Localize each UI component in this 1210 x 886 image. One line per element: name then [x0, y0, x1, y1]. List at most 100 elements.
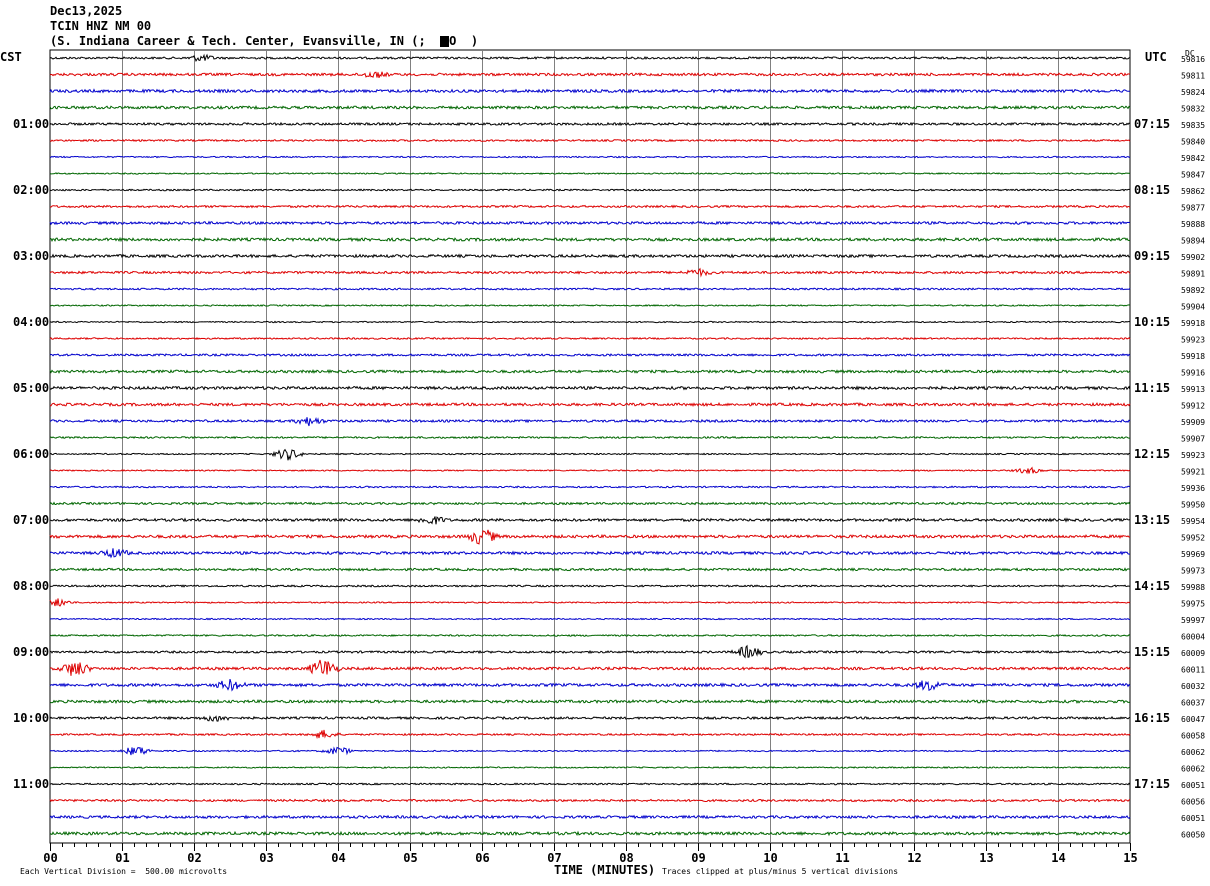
seismic-trace	[49, 548, 1130, 559]
x-tick-label: 03	[259, 851, 273, 865]
left-time-label: 11:00	[13, 777, 49, 791]
dc-offset-label: 59923	[1181, 336, 1205, 345]
x-tick-label: 11	[835, 851, 849, 865]
dc-offset-label: 59916	[1181, 369, 1205, 378]
left-time-label: 01:00	[13, 117, 49, 131]
dc-offset-label: 59936	[1181, 484, 1205, 493]
x-tick-label: 05	[403, 851, 417, 865]
dc-offset-label: 59824	[1181, 88, 1205, 97]
dc-offset-label: 59973	[1181, 567, 1205, 576]
seismic-trace	[49, 401, 1131, 408]
seismic-trace	[49, 267, 1131, 278]
seismic-trace	[49, 368, 1131, 375]
dc-offset-label: 60032	[1181, 682, 1205, 691]
right-time-label: 11:15	[1134, 381, 1170, 395]
right-time-label: 15:15	[1134, 645, 1170, 659]
dc-offset-label: 59877	[1181, 204, 1205, 213]
seismic-trace	[49, 155, 1131, 159]
seismic-trace	[49, 435, 1131, 440]
dc-offset-label: 60009	[1181, 649, 1205, 658]
seismic-trace	[49, 715, 1131, 722]
dc-offset-label: 59847	[1181, 171, 1205, 180]
x-tick-label: 15	[1123, 851, 1137, 865]
dc-offset-label: 59840	[1181, 138, 1205, 147]
dc-offset-label: 59988	[1181, 583, 1205, 592]
dc-offset-label: 59975	[1181, 600, 1205, 609]
dc-offset-label: 59954	[1181, 517, 1205, 526]
x-tick-label: 00	[43, 851, 57, 865]
dc-offset-label: 59923	[1181, 451, 1205, 460]
seismic-trace	[49, 336, 1131, 341]
station-location-end: O )	[449, 34, 479, 48]
seismic-trace	[49, 104, 1131, 111]
x-tick-label: 07	[547, 851, 561, 865]
seismic-trace	[49, 485, 1131, 489]
seismic-trace	[49, 88, 1131, 94]
plot-date: Dec13,2025	[50, 4, 123, 18]
seismic-trace	[49, 598, 1131, 607]
seismic-trace	[50, 516, 1131, 525]
left-time-label: 09:00	[13, 645, 49, 659]
dc-offset-label: 60062	[1181, 748, 1205, 757]
seismic-trace	[49, 698, 1131, 705]
dc-offset-label: 60004	[1181, 633, 1205, 642]
seismic-trace	[49, 448, 1131, 461]
right-time-label: 10:15	[1134, 315, 1170, 329]
seismic-trace	[49, 501, 1131, 506]
dc-offset-label: 59921	[1181, 468, 1205, 477]
station-location-text: (S. Indiana Career & Tech. Center, Evans…	[50, 34, 441, 48]
x-tick-label: 12	[907, 851, 921, 865]
seismic-trace	[49, 567, 1130, 572]
dc-offset-label: 59904	[1181, 303, 1205, 312]
dc-offset-label: 59918	[1181, 319, 1205, 328]
seismic-trace	[49, 53, 1131, 63]
clip-note: Traces clipped at plus/minus 5 vertical …	[662, 867, 899, 876]
right-time-label: 12:15	[1134, 447, 1170, 461]
dc-offset-label: 59909	[1181, 418, 1205, 427]
seismic-trace	[49, 188, 1130, 192]
x-axis-title: TIME (MINUTES)	[554, 863, 656, 877]
right-timezone: UTC	[1145, 50, 1167, 64]
dc-offset-label: 59892	[1181, 286, 1205, 295]
dc-header: DC	[1185, 49, 1195, 58]
seismic-trace	[49, 320, 1131, 324]
right-time-label: 14:15	[1134, 579, 1170, 593]
x-tick-label: 04	[331, 851, 345, 865]
x-tick-label: 02	[187, 851, 201, 865]
seismic-trace	[49, 352, 1131, 358]
seismic-trace	[50, 253, 1131, 259]
x-tick-label: 01	[115, 851, 129, 865]
dc-offset-label: 60058	[1181, 732, 1205, 741]
right-time-label: 17:15	[1134, 777, 1170, 791]
seismic-trace	[49, 798, 1131, 803]
dc-offset-label: 59888	[1181, 220, 1205, 229]
seismic-trace	[49, 236, 1131, 243]
dc-offset-label: 59832	[1181, 105, 1205, 114]
seismic-trace	[49, 782, 1131, 786]
dc-offset-label: 59902	[1181, 253, 1205, 262]
dc-offset-label: 60056	[1181, 798, 1205, 807]
left-time-label: 05:00	[13, 381, 49, 395]
x-tick-label: 13	[979, 851, 993, 865]
left-timezone: CST	[0, 50, 22, 64]
seismic-trace	[49, 204, 1131, 209]
left-time-label: 04:00	[13, 315, 49, 329]
dc-offset-label: 59907	[1181, 435, 1205, 444]
seismic-trace	[49, 287, 1131, 291]
x-tick-label: 10	[763, 851, 777, 865]
seismic-trace	[49, 617, 1131, 621]
seismic-trace	[49, 659, 1131, 676]
seismic-trace	[49, 220, 1131, 226]
dc-offset-label: 60011	[1181, 666, 1205, 675]
dc-offset-label: 60050	[1181, 831, 1205, 840]
dc-offset-label: 59997	[1181, 616, 1205, 625]
seismic-trace	[49, 172, 1131, 175]
dc-offset-label: 60051	[1181, 814, 1205, 823]
left-time-label: 06:00	[13, 447, 49, 461]
seismic-trace	[49, 121, 1131, 127]
seismic-trace	[49, 304, 1131, 307]
station-location: (S. Indiana Career & Tech. Center, Evans…	[50, 35, 478, 48]
seismic-trace	[49, 746, 1131, 756]
dc-offset-label: 59918	[1181, 352, 1205, 361]
